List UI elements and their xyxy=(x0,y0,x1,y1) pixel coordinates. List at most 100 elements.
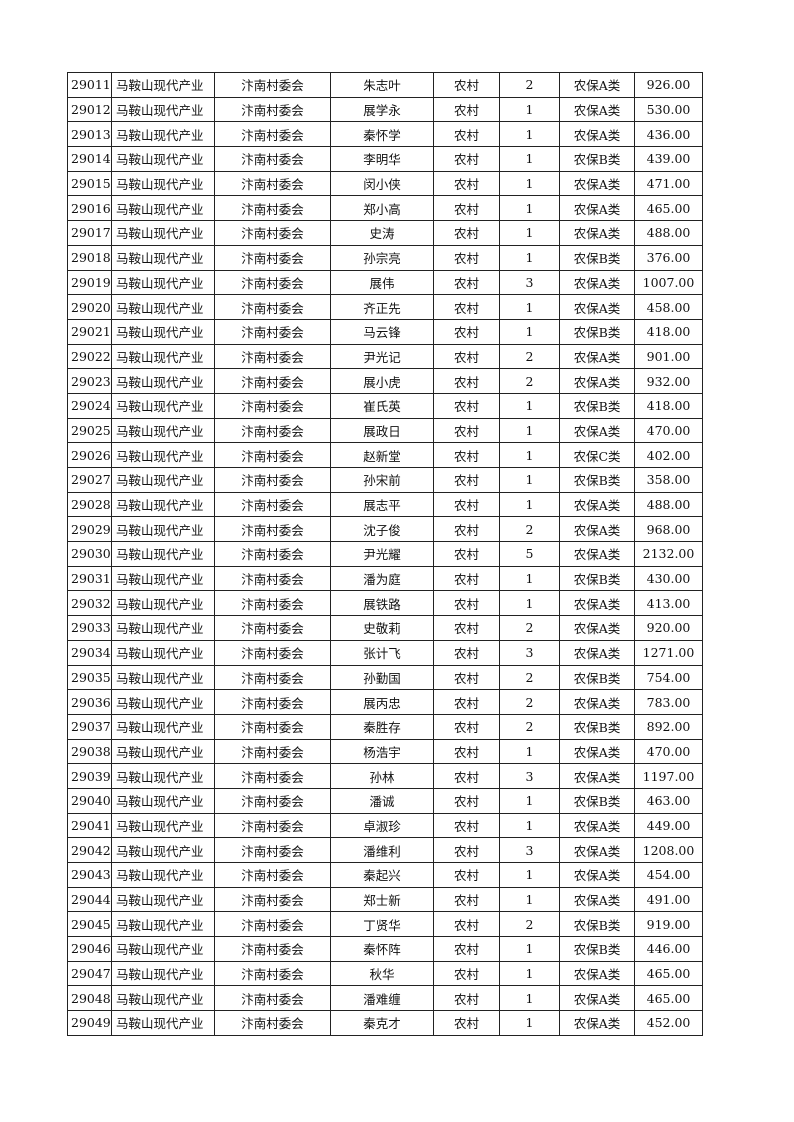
table-row: 29027 马鞍山现代产业 汴南村委会 孙宋前 农村 1 农保B类 358.00 xyxy=(67,467,703,493)
unit-name: 马鞍山现代产业 xyxy=(111,72,215,98)
household-count: 3 xyxy=(499,837,560,863)
household-count: 1 xyxy=(499,491,560,518)
person-name: 秦怀学 xyxy=(330,121,434,148)
amount: 463.00 xyxy=(634,787,703,814)
committee: 汴南村委会 xyxy=(214,763,331,789)
household-count: 1 xyxy=(499,146,560,172)
table-row: 29019 马鞍山现代产业 汴南村委会 展伟 农村 3 农保A类 1007.00 xyxy=(67,269,703,296)
unit-name: 马鞍山现代产业 xyxy=(111,343,215,370)
committee: 汴南村委会 xyxy=(214,343,331,370)
insurance-class: 农保B类 xyxy=(559,244,635,271)
unit-name: 马鞍山现代产业 xyxy=(111,565,215,592)
household-count: 1 xyxy=(499,442,560,468)
table-row: 29042 马鞍山现代产业 汴南村委会 潘维利 农村 3 农保A类 1208.00 xyxy=(67,837,703,863)
household-count: 1 xyxy=(499,121,560,148)
amount: 1271.00 xyxy=(634,639,703,666)
insurance-class: 农保A类 xyxy=(559,689,635,715)
insurance-class: 农保A类 xyxy=(559,491,635,518)
person-name: 潘难缠 xyxy=(330,985,434,1012)
unit-name: 马鞍山现代产业 xyxy=(111,936,215,962)
household-count: 2 xyxy=(499,72,560,98)
amount: 430.00 xyxy=(634,565,703,592)
record-id: 29018 xyxy=(67,244,112,271)
area-type: 农村 xyxy=(433,738,500,765)
household-count: 2 xyxy=(499,689,560,715)
unit-name: 马鞍山现代产业 xyxy=(111,96,215,123)
household-count: 1 xyxy=(499,195,560,222)
record-id: 29012 xyxy=(67,96,112,123)
record-id: 29035 xyxy=(67,664,112,691)
record-id: 29014 xyxy=(67,146,112,172)
area-type: 农村 xyxy=(433,837,500,863)
table-row: 29048 马鞍山现代产业 汴南村委会 潘难缠 农村 1 农保A类 465.00 xyxy=(67,985,703,1012)
person-name: 展志平 xyxy=(330,491,434,518)
unit-name: 马鞍山现代产业 xyxy=(111,985,215,1012)
person-name: 展政日 xyxy=(330,417,434,444)
household-count: 1 xyxy=(499,392,560,419)
table-row: 29030 马鞍山现代产业 汴南村委会 尹光耀 农村 5 农保A类 2132.00 xyxy=(67,541,703,567)
table-row: 29012 马鞍山现代产业 汴南村委会 展学永 农村 1 农保A类 530.00 xyxy=(67,96,703,123)
records-table: 29011 马鞍山现代产业 汴南村委会 朱志叶 农村 2 农保A类 926.00 29012 马鞍… xyxy=(67,72,703,1036)
committee: 汴南村委会 xyxy=(214,664,331,691)
area-type: 农村 xyxy=(433,244,500,271)
amount: 418.00 xyxy=(634,318,703,345)
table-row: 29035 马鞍山现代产业 汴南村委会 孙勤国 农村 2 农保B类 754.00 xyxy=(67,664,703,691)
committee: 汴南村委会 xyxy=(214,960,331,987)
committee: 汴南村委会 xyxy=(214,787,331,814)
record-id: 29048 xyxy=(67,985,112,1012)
insurance-class: 农保A类 xyxy=(559,269,635,296)
record-id: 29021 xyxy=(67,318,112,345)
amount: 901.00 xyxy=(634,343,703,370)
area-type: 农村 xyxy=(433,911,500,938)
unit-name: 马鞍山现代产业 xyxy=(111,417,215,444)
record-id: 29043 xyxy=(67,862,112,888)
amount: 470.00 xyxy=(634,417,703,444)
person-name: 展小虎 xyxy=(330,368,434,394)
amount: 919.00 xyxy=(634,911,703,938)
committee: 汴南村委会 xyxy=(214,368,331,394)
amount: 446.00 xyxy=(634,936,703,962)
unit-name: 马鞍山现代产业 xyxy=(111,886,215,913)
table-row: 29014 马鞍山现代产业 汴南村委会 李明华 农村 1 农保B类 439.00 xyxy=(67,146,703,172)
person-name: 张计飞 xyxy=(330,639,434,666)
table-row: 29031 马鞍山现代产业 汴南村委会 潘为庭 农村 1 农保B类 430.00 xyxy=(67,565,703,592)
insurance-class: 农保A类 xyxy=(559,862,635,888)
amount: 968.00 xyxy=(634,516,703,543)
area-type: 农村 xyxy=(433,689,500,715)
insurance-class: 农保B类 xyxy=(559,936,635,962)
area-type: 农村 xyxy=(433,812,500,839)
amount: 436.00 xyxy=(634,121,703,148)
person-name: 潘维利 xyxy=(330,837,434,863)
area-type: 农村 xyxy=(433,664,500,691)
insurance-class: 农保A类 xyxy=(559,96,635,123)
table-row: 29046 马鞍山现代产业 汴南村委会 秦怀阵 农村 1 农保B类 446.00 xyxy=(67,936,703,962)
household-count: 2 xyxy=(499,516,560,543)
table-row: 29028 马鞍山现代产业 汴南村委会 展志平 农村 1 农保A类 488.00 xyxy=(67,491,703,518)
area-type: 农村 xyxy=(433,516,500,543)
person-name: 郑士新 xyxy=(330,886,434,913)
record-id: 29030 xyxy=(67,541,112,567)
record-id: 29037 xyxy=(67,713,112,740)
committee: 汴南村委会 xyxy=(214,170,331,197)
area-type: 农村 xyxy=(433,541,500,567)
amount: 418.00 xyxy=(634,392,703,419)
person-name: 秦起兴 xyxy=(330,862,434,888)
unit-name: 马鞍山现代产业 xyxy=(111,121,215,148)
insurance-class: 农保A类 xyxy=(559,541,635,567)
amount: 465.00 xyxy=(634,985,703,1012)
person-name: 卓淑珍 xyxy=(330,812,434,839)
committee: 汴南村委会 xyxy=(214,590,331,617)
unit-name: 马鞍山现代产业 xyxy=(111,368,215,394)
record-id: 29041 xyxy=(67,812,112,839)
insurance-class: 农保A类 xyxy=(559,72,635,98)
table-row: 29011 马鞍山现代产业 汴南村委会 朱志叶 农村 2 农保A类 926.00 xyxy=(67,72,703,98)
area-type: 农村 xyxy=(433,146,500,172)
amount: 530.00 xyxy=(634,96,703,123)
area-type: 农村 xyxy=(433,886,500,913)
area-type: 农村 xyxy=(433,417,500,444)
person-name: 尹光耀 xyxy=(330,541,434,567)
unit-name: 马鞍山现代产业 xyxy=(111,639,215,666)
amount: 1197.00 xyxy=(634,763,703,789)
amount: 488.00 xyxy=(634,491,703,518)
table-row: 29026 马鞍山现代产业 汴南村委会 赵新堂 农村 1 农保C类 402.00 xyxy=(67,442,703,468)
